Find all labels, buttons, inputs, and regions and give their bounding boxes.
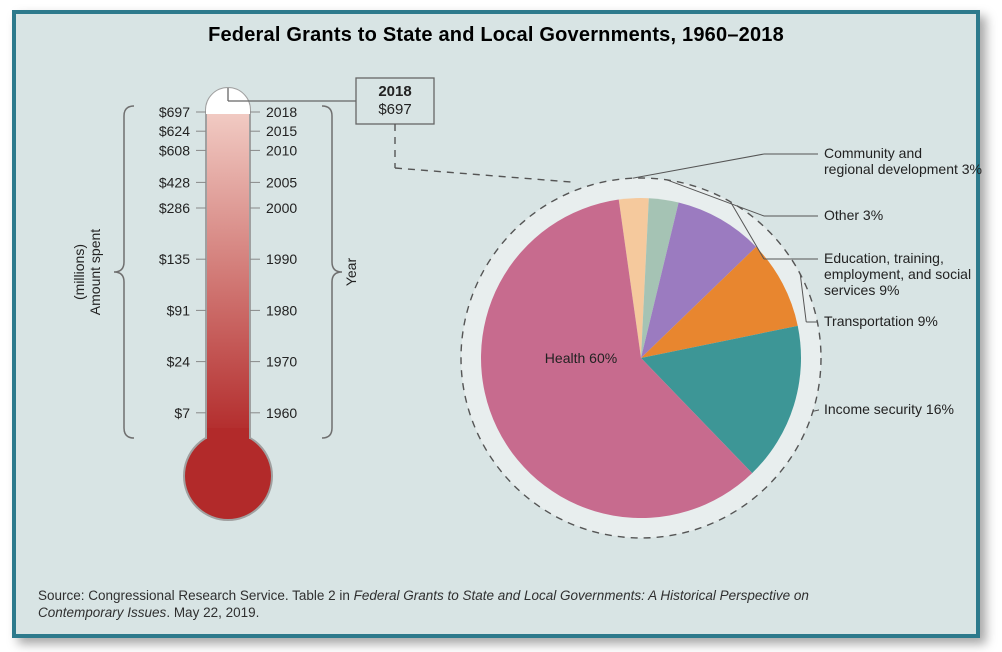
thermo-left-axis: Amount spent xyxy=(87,229,103,315)
pie-legend-label: employment, and social xyxy=(824,266,971,282)
pie-legend-label: services 9% xyxy=(824,282,899,298)
thermo-year: 2005 xyxy=(266,174,297,190)
pie-legend-label: Income security 16% xyxy=(824,401,954,417)
thermo-amount: $286 xyxy=(159,200,190,216)
source-italic-1: Federal Grants to State and Local Govern… xyxy=(354,588,809,603)
thermo-year: 1970 xyxy=(266,354,297,370)
source-suffix: . May 22, 2019. xyxy=(166,605,259,620)
thermo-left-axis: (millions) xyxy=(71,244,87,300)
thermo-amount: $697 xyxy=(159,104,190,120)
thermo-amount: $24 xyxy=(167,354,191,370)
pie-legend-label: Other 3% xyxy=(824,207,883,223)
thermo-year: 2018 xyxy=(266,104,297,120)
svg-text:$697: $697 xyxy=(378,101,411,118)
pie-legend-label: Education, training, xyxy=(824,250,944,266)
thermo-year: 2015 xyxy=(266,123,297,139)
thermo-year: 1990 xyxy=(266,251,297,267)
thermo-year: 1980 xyxy=(266,302,297,318)
thermo-amount: $624 xyxy=(159,123,190,139)
chart-panel: Federal Grants to State and Local Govern… xyxy=(12,10,980,638)
pie-legend-label: Community and xyxy=(824,145,922,161)
thermo-amount: $91 xyxy=(167,302,191,318)
chart-title: Federal Grants to State and Local Govern… xyxy=(16,24,976,47)
pie-inner-label: Health 60% xyxy=(545,350,617,366)
source-italic-2: Contemporary Issues xyxy=(38,605,166,620)
thermo-year: 1960 xyxy=(266,405,297,421)
source-prefix: Source: Congressional Research Service. … xyxy=(38,588,354,603)
pie-legend-label: Transportation 9% xyxy=(824,313,938,329)
thermo-right-axis: Year xyxy=(343,258,359,287)
thermo-amount: $608 xyxy=(159,142,190,158)
chart-svg: $6972018$6242015$6082010$4282005$2862000… xyxy=(16,48,984,608)
thermo-year: 2000 xyxy=(266,200,297,216)
thermo-amount: $428 xyxy=(159,174,190,190)
svg-text:2018: 2018 xyxy=(378,83,411,100)
thermo-amount: $7 xyxy=(174,405,190,421)
thermo-amount: $135 xyxy=(159,251,190,267)
source-citation: Source: Congressional Research Service. … xyxy=(38,588,958,622)
thermo-year: 2010 xyxy=(266,142,297,158)
pie-legend-label: regional development 3% xyxy=(824,161,982,177)
